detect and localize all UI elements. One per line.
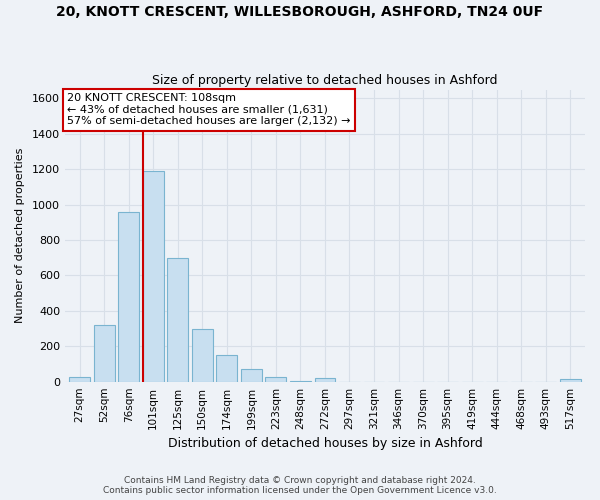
Bar bbox=[143, 171, 164, 382]
Bar bbox=[69, 378, 90, 382]
Bar bbox=[192, 328, 213, 382]
Bar bbox=[265, 378, 286, 382]
Text: 20, KNOTT CRESCENT, WILLESBOROUGH, ASHFORD, TN24 0UF: 20, KNOTT CRESCENT, WILLESBOROUGH, ASHFO… bbox=[56, 5, 544, 19]
Text: 20 KNOTT CRESCENT: 108sqm
← 43% of detached houses are smaller (1,631)
57% of se: 20 KNOTT CRESCENT: 108sqm ← 43% of detac… bbox=[67, 93, 351, 126]
Title: Size of property relative to detached houses in Ashford: Size of property relative to detached ho… bbox=[152, 74, 498, 87]
X-axis label: Distribution of detached houses by size in Ashford: Distribution of detached houses by size … bbox=[167, 437, 482, 450]
Bar bbox=[290, 381, 311, 382]
Text: Contains HM Land Registry data © Crown copyright and database right 2024.
Contai: Contains HM Land Registry data © Crown c… bbox=[103, 476, 497, 495]
Bar bbox=[167, 258, 188, 382]
Bar bbox=[241, 370, 262, 382]
Bar bbox=[314, 378, 335, 382]
Bar bbox=[118, 212, 139, 382]
Bar bbox=[560, 379, 581, 382]
Bar bbox=[94, 325, 115, 382]
Y-axis label: Number of detached properties: Number of detached properties bbox=[15, 148, 25, 324]
Bar bbox=[217, 355, 237, 382]
